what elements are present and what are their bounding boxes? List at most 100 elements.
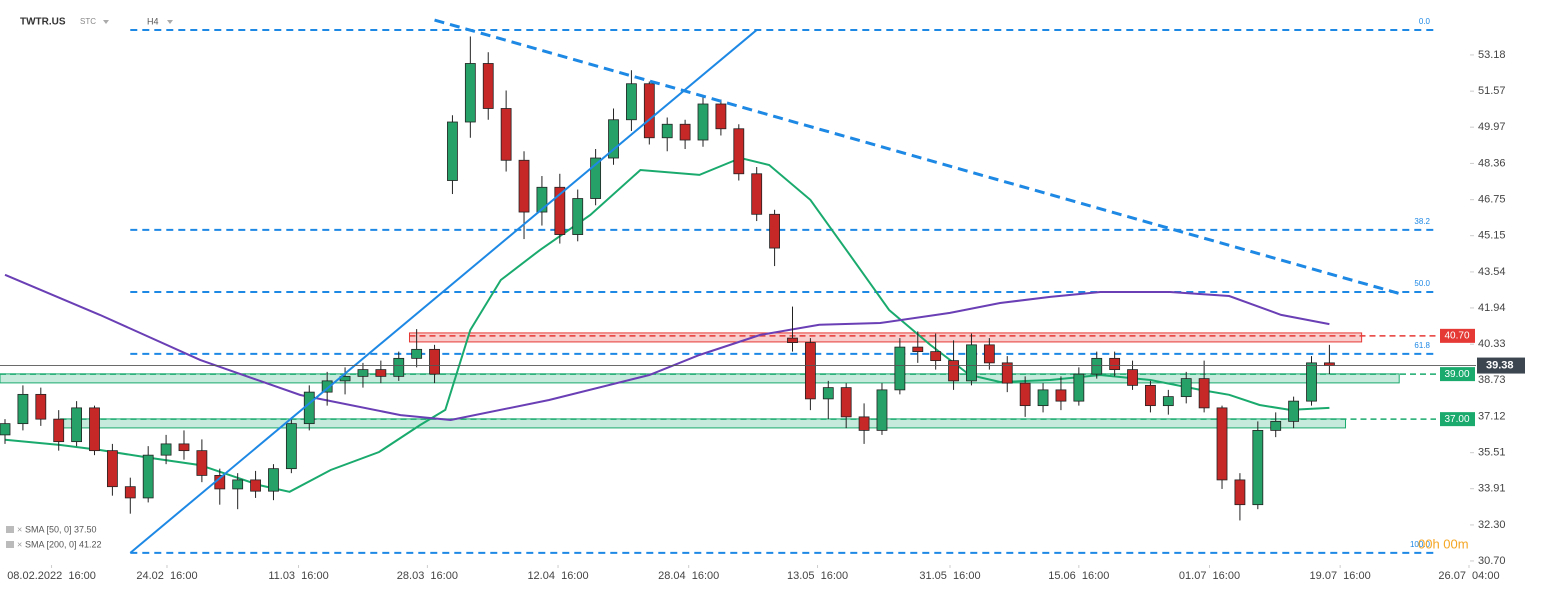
legend-entry: SMA [200, 0] 41.22 xyxy=(25,539,102,549)
x-tick-label: 15.06 16:00 xyxy=(1048,570,1109,582)
candle-body xyxy=(733,128,745,175)
candle-body xyxy=(124,486,136,499)
candle-body xyxy=(321,380,333,393)
candle-body xyxy=(554,186,566,235)
candle-body xyxy=(894,346,906,391)
candle-body xyxy=(840,387,852,418)
candle-body xyxy=(1019,382,1031,407)
candle-body xyxy=(482,63,494,109)
candle-body xyxy=(375,369,387,377)
legend-close[interactable]: × xyxy=(17,524,22,534)
candle-body xyxy=(447,121,458,181)
candle-body xyxy=(106,450,118,488)
candle-body xyxy=(1145,384,1156,407)
candle-body xyxy=(822,387,834,400)
fib-label: 0.0 xyxy=(1419,17,1431,26)
candle-body xyxy=(357,369,369,377)
candle-body xyxy=(500,108,512,161)
fib-label: 50.0 xyxy=(1414,279,1430,288)
x-tick-label: 12.04 16:00 xyxy=(527,570,588,582)
candle-body xyxy=(1234,479,1246,506)
y-tick-label: 41.94 xyxy=(1478,302,1506,314)
candle-body xyxy=(983,344,995,364)
candle-body xyxy=(1324,362,1335,366)
candle-body xyxy=(1198,378,1210,409)
candle-body xyxy=(858,416,870,431)
candle-body xyxy=(518,159,530,213)
candle-body xyxy=(751,173,763,215)
candle-body xyxy=(303,391,315,425)
fib-label: 61.8 xyxy=(1414,341,1430,350)
dropdown-icon[interactable] xyxy=(167,20,173,24)
x-tick-label: 19.07 16:00 xyxy=(1310,570,1371,582)
x-tick-label: 28.03 16:00 xyxy=(397,570,458,582)
zone-price-box xyxy=(1440,412,1475,427)
candle-body xyxy=(912,346,924,353)
zone xyxy=(0,373,1400,384)
y-tick-label: 32.30 xyxy=(1478,519,1506,531)
last-price-box xyxy=(1477,357,1525,374)
legend-entry: SMA [50, 0] 37.50 xyxy=(25,524,97,534)
y-tick-label: 30.70 xyxy=(1478,555,1506,567)
candle-body xyxy=(393,357,405,377)
candle-body xyxy=(626,83,637,121)
candle-body xyxy=(429,348,440,375)
candle-body xyxy=(1288,400,1300,422)
candle-body xyxy=(142,454,154,499)
candle-body xyxy=(536,186,548,213)
trendline xyxy=(129,29,758,554)
zone xyxy=(59,418,1347,429)
timeframe[interactable]: H4 xyxy=(147,16,159,26)
candle-body xyxy=(1162,396,1174,407)
x-tick-label: 08.02.2022 16:00 xyxy=(7,570,96,582)
candle-body xyxy=(160,443,172,456)
y-tick-label: 49.97 xyxy=(1478,121,1506,133)
candle-body xyxy=(1109,357,1121,371)
candle-body xyxy=(715,103,727,130)
x-tick-label: 26.07 04:00 xyxy=(1438,570,1499,582)
zone xyxy=(408,332,1363,343)
candle-body xyxy=(661,123,673,139)
legend-icon xyxy=(6,526,14,533)
candle-body xyxy=(250,479,261,492)
y-tick-label: 48.36 xyxy=(1478,157,1506,169)
candle-body xyxy=(1216,407,1228,481)
y-tick-label: 53.18 xyxy=(1478,49,1506,61)
fib-label: 100.0 xyxy=(1410,540,1431,549)
candle-body xyxy=(71,407,83,443)
candle-body xyxy=(1037,389,1049,407)
candle-body xyxy=(930,351,942,362)
candle-body xyxy=(196,450,208,476)
legend-close[interactable]: × xyxy=(17,539,22,549)
zone-price-label: 40.70 xyxy=(1444,330,1469,341)
x-tick-label: 31.05 16:00 xyxy=(919,570,980,582)
fib-label: 38.2 xyxy=(1414,217,1430,226)
x-tick-label: 01.07 16:00 xyxy=(1179,570,1240,582)
candle-body xyxy=(590,157,602,199)
y-tick-label: 51.57 xyxy=(1478,85,1506,97)
zone-price-box xyxy=(1440,367,1475,382)
x-tick-label: 11.03 16:00 xyxy=(268,570,328,582)
candle-body xyxy=(0,423,11,436)
trendline xyxy=(434,18,1400,295)
candle-body xyxy=(411,348,423,359)
candle-body xyxy=(572,198,584,235)
candle-body xyxy=(679,123,691,141)
candle-body xyxy=(1306,362,1317,402)
candle-body xyxy=(643,83,655,139)
candle-body xyxy=(948,360,959,382)
candle-body xyxy=(608,119,619,159)
candle-body xyxy=(53,418,65,443)
candle-body xyxy=(1252,429,1264,506)
candle-body xyxy=(966,344,977,382)
dropdown-icon[interactable] xyxy=(103,20,109,24)
countdown: 00h 00m xyxy=(1418,536,1469,551)
x-tick-label: 28.04 16:00 xyxy=(658,570,719,582)
symbol: TWTR.US xyxy=(20,17,66,28)
candle-body xyxy=(1270,420,1282,431)
market[interactable]: STC xyxy=(80,17,96,26)
candle-body xyxy=(1180,378,1192,398)
candle-body xyxy=(285,423,297,470)
candle-body xyxy=(1001,362,1013,384)
